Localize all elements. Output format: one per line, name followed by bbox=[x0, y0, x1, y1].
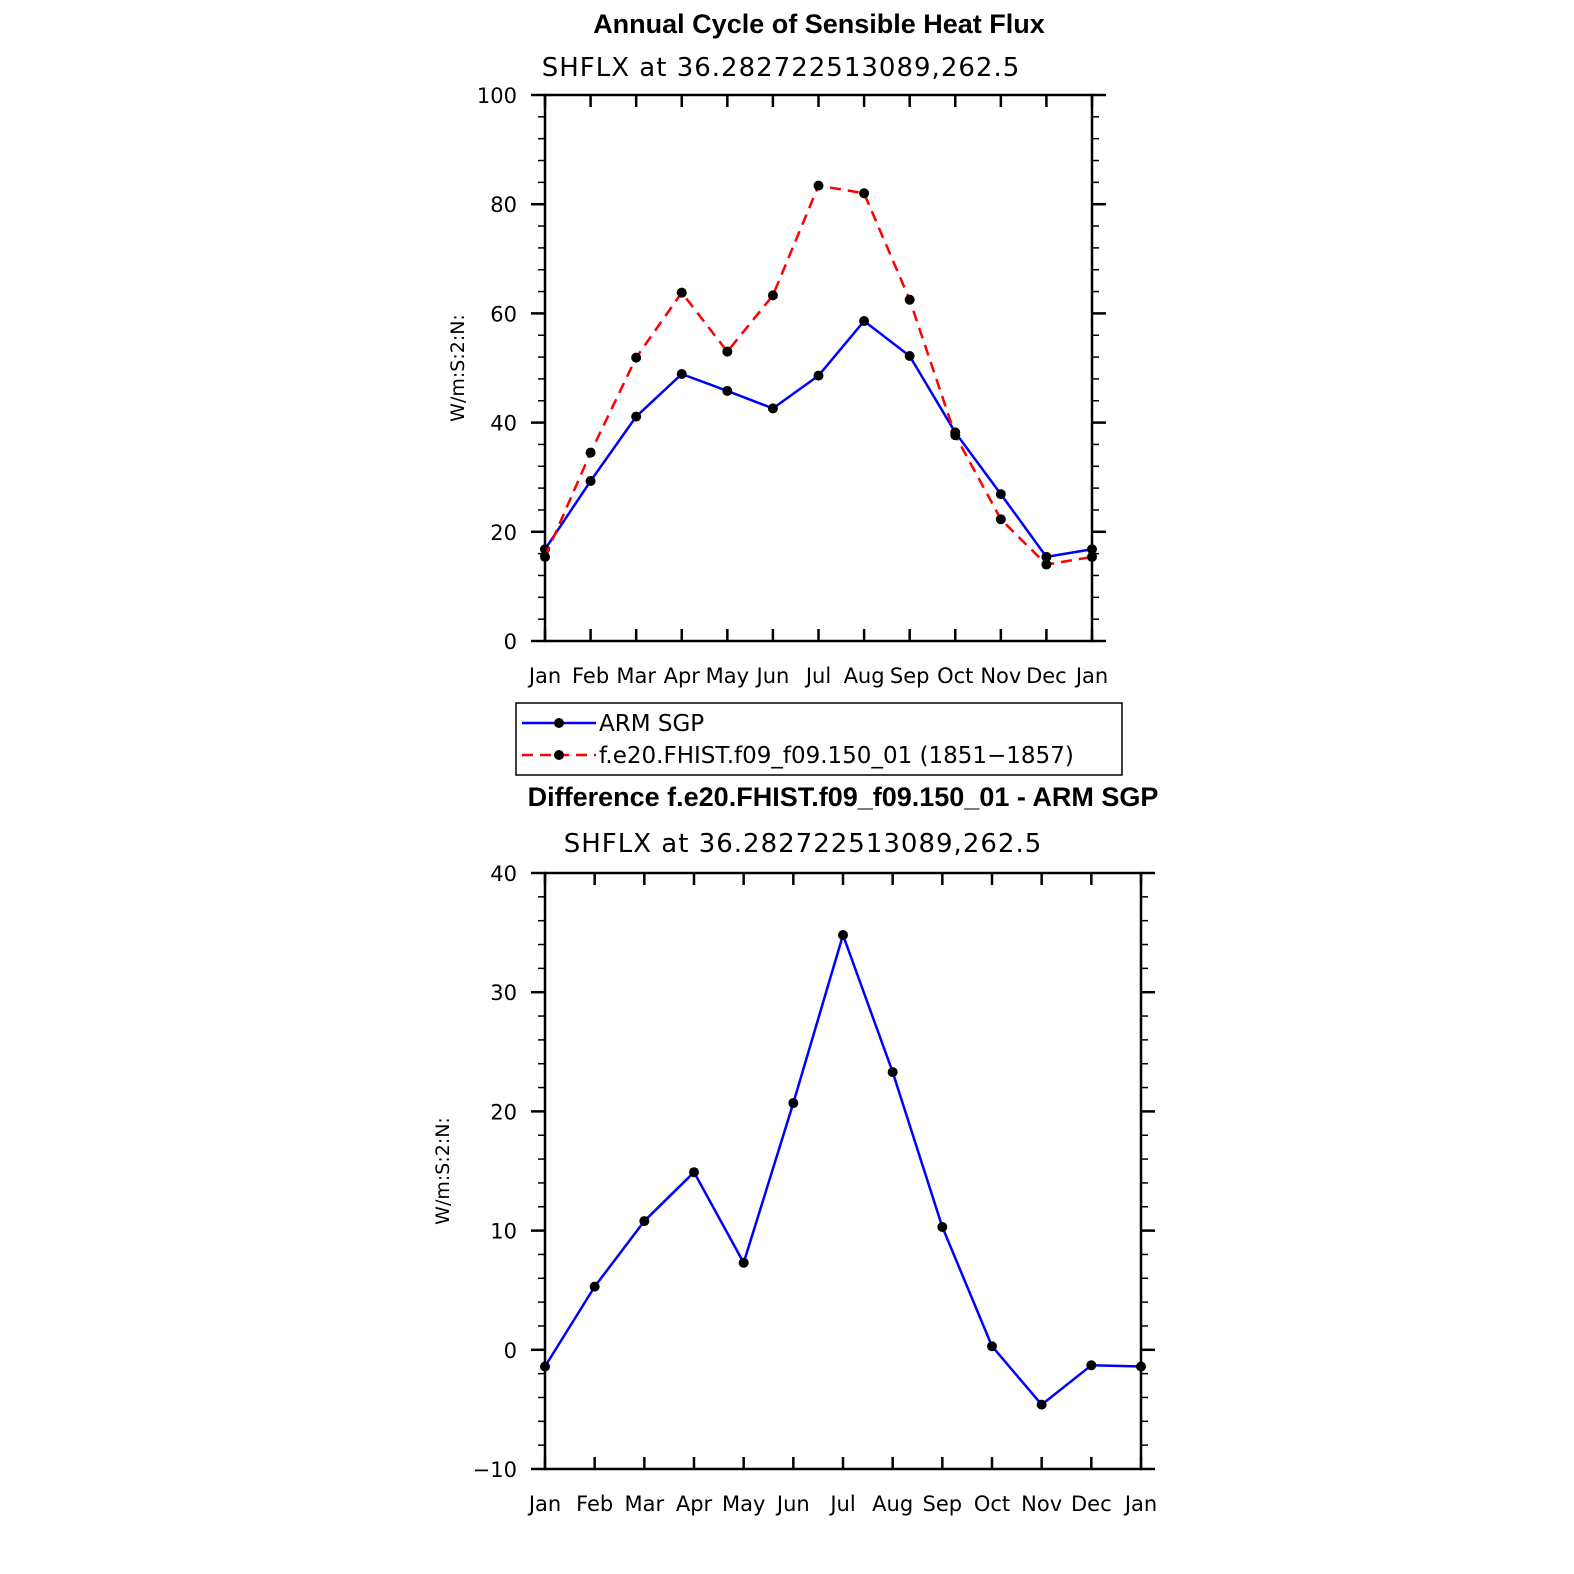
y-tick-label: 0 bbox=[504, 1339, 517, 1363]
series-0-point bbox=[722, 385, 733, 396]
series-1-point bbox=[995, 514, 1006, 525]
chart-subtitle: SHFLX at 36.282722513089,262.5 bbox=[542, 53, 1021, 83]
series-0-point bbox=[859, 316, 870, 327]
series-0-point bbox=[1041, 551, 1052, 562]
series-0-point bbox=[676, 369, 687, 380]
series-0-point bbox=[589, 1281, 600, 1292]
series-0-point bbox=[1036, 1399, 1047, 1410]
series-1-point bbox=[1041, 559, 1052, 570]
x-tick-label: Sep bbox=[923, 1492, 963, 1516]
series-line-0 bbox=[543, 933, 1142, 1406]
series-0-point bbox=[987, 1341, 997, 1352]
x-tick-label: Dec bbox=[1026, 664, 1067, 688]
series-1-point bbox=[676, 287, 687, 298]
y-tick-label: −10 bbox=[473, 1458, 517, 1482]
x-tick-label: Mar bbox=[625, 1492, 665, 1516]
legend-marker-arm bbox=[554, 718, 564, 728]
y-tick-label: 80 bbox=[490, 193, 517, 217]
series-1-point bbox=[631, 352, 642, 363]
series-1-point bbox=[1087, 551, 1097, 562]
series-1-point bbox=[859, 188, 870, 199]
y-tick-label: 0 bbox=[504, 630, 517, 654]
y-tick-label: 100 bbox=[477, 84, 517, 108]
y-tick-label: 20 bbox=[490, 521, 517, 545]
series-0-point bbox=[937, 1222, 948, 1233]
x-tick-label: Mar bbox=[616, 664, 656, 688]
x-tick-label: Jul bbox=[804, 664, 831, 688]
series-line-0 bbox=[543, 319, 1093, 559]
series-0-point bbox=[689, 1167, 699, 1178]
x-tick-label: May bbox=[722, 1492, 765, 1516]
plot-frame bbox=[543, 93, 1094, 643]
plot-frame bbox=[543, 871, 1143, 1471]
series-1-point bbox=[767, 290, 778, 301]
series-1-point bbox=[904, 294, 915, 305]
x-tick-label: Sep bbox=[890, 664, 930, 688]
series-1-point bbox=[950, 430, 961, 441]
x-tick-label: Dec bbox=[1071, 1492, 1112, 1516]
series-1-point bbox=[813, 180, 824, 191]
x-tick-label: Aug bbox=[844, 664, 885, 688]
y-tick-label: 60 bbox=[490, 302, 517, 326]
x-tick-label: Jan bbox=[527, 1492, 561, 1516]
chart-title: Difference f.e20.FHIST.f09_f09.150_01 - … bbox=[528, 782, 1159, 812]
chart-subtitle: SHFLX at 36.282722513089,262.5 bbox=[564, 829, 1043, 859]
x-tick-label: Jan bbox=[1123, 1492, 1157, 1516]
series-0-point bbox=[585, 476, 596, 487]
series-0-point bbox=[767, 403, 778, 414]
y-tick-label: 10 bbox=[490, 1220, 517, 1244]
y-axis-label: W/m:S:2:N: bbox=[432, 1117, 454, 1225]
x-tick-label: Jun bbox=[755, 664, 790, 688]
y-axis-label: W/m:S:2:N: bbox=[447, 314, 469, 422]
x-tick-label: Feb bbox=[572, 664, 609, 688]
series-0-point bbox=[1136, 1361, 1146, 1372]
annual-cycle-chart: Annual Cycle of Sensible Heat Flux SHFLX… bbox=[447, 9, 1123, 776]
y-tick-label: 30 bbox=[490, 981, 517, 1005]
x-tick-label: Nov bbox=[980, 664, 1021, 688]
y-tick-label: 40 bbox=[490, 862, 517, 886]
x-tick-label: Aug bbox=[872, 1492, 913, 1516]
series-0-point bbox=[631, 411, 642, 422]
x-tick-label: May bbox=[706, 664, 749, 688]
x-tick-label: Apr bbox=[676, 1492, 713, 1516]
difference-chart: Difference f.e20.FHIST.f09_f09.150_01 - … bbox=[432, 782, 1158, 1516]
legend-label-arm: ARM SGP bbox=[599, 711, 704, 737]
series-0-point bbox=[738, 1257, 749, 1268]
legend-box bbox=[515, 702, 1123, 776]
x-tick-label: Oct bbox=[974, 1492, 1010, 1516]
chart-title: Annual Cycle of Sensible Heat Flux bbox=[593, 9, 1045, 39]
series-0-point bbox=[887, 1067, 898, 1078]
series-0-point bbox=[904, 350, 915, 361]
series-0-point bbox=[813, 370, 824, 381]
series-0-point bbox=[639, 1216, 650, 1227]
series-0-point bbox=[995, 489, 1006, 500]
x-tick-label: Jan bbox=[527, 664, 561, 688]
series-0-point bbox=[788, 1098, 799, 1109]
x-tick-label: Apr bbox=[664, 664, 701, 688]
legend-marker-model bbox=[554, 750, 564, 760]
x-tick-label: Jun bbox=[775, 1492, 810, 1516]
x-tick-label: Nov bbox=[1021, 1492, 1062, 1516]
series-1-point bbox=[585, 447, 596, 458]
series-1-point bbox=[540, 551, 550, 562]
x-tick-label: Feb bbox=[576, 1492, 613, 1516]
y-tick-label: 20 bbox=[490, 1100, 517, 1124]
series-1-point bbox=[722, 346, 733, 357]
series-0-point bbox=[1087, 544, 1097, 555]
x-tick-label: Jul bbox=[828, 1492, 855, 1516]
legend: ARM SGP f.e20.FHIST.f09_f09.150_01 (1851… bbox=[515, 702, 1123, 776]
series-0-point bbox=[540, 1361, 550, 1372]
x-tick-label: Oct bbox=[937, 664, 973, 688]
series-0-point bbox=[1086, 1360, 1097, 1371]
y-tick-label: 40 bbox=[490, 412, 517, 436]
x-tick-label: Jan bbox=[1074, 664, 1108, 688]
legend-label-model: f.e20.FHIST.f09_f09.150_01 (1851−1857) bbox=[599, 743, 1074, 769]
series-0-point bbox=[838, 929, 848, 940]
